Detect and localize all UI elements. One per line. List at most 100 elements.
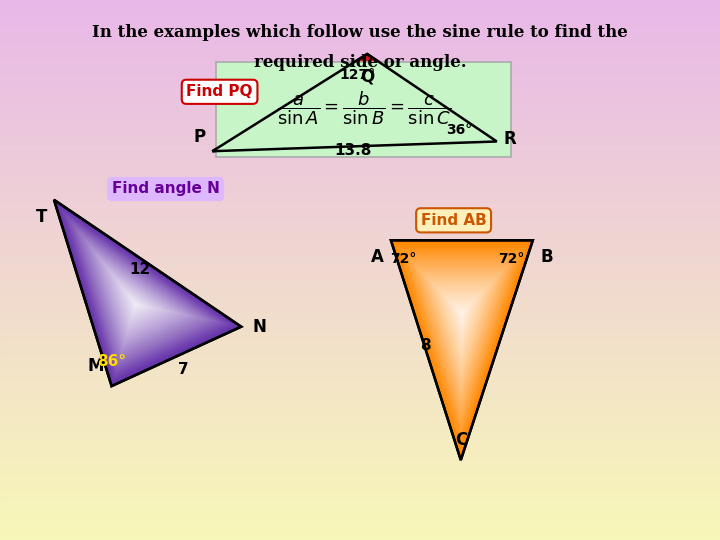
Bar — [0, 254, 720, 256]
Bar — [0, 308, 720, 310]
Bar — [0, 92, 720, 94]
Text: 13.8: 13.8 — [334, 143, 372, 158]
Polygon shape — [412, 262, 511, 416]
Bar — [0, 427, 720, 429]
Polygon shape — [54, 200, 241, 386]
Polygon shape — [391, 240, 533, 460]
Bar — [0, 5, 720, 8]
Bar — [0, 27, 720, 30]
Bar — [0, 8, 720, 11]
Polygon shape — [78, 231, 210, 362]
Text: 12: 12 — [130, 262, 151, 278]
Text: 127°: 127° — [340, 68, 376, 82]
Bar — [0, 200, 720, 202]
Bar — [0, 0, 720, 3]
Bar — [0, 124, 720, 127]
Bar — [0, 340, 720, 343]
Bar — [0, 270, 720, 273]
Bar — [0, 275, 720, 278]
Polygon shape — [242, 66, 469, 144]
Bar — [0, 338, 720, 340]
Polygon shape — [89, 245, 195, 350]
Text: N: N — [252, 318, 266, 336]
Bar — [0, 232, 720, 235]
Polygon shape — [334, 105, 382, 122]
Polygon shape — [111, 273, 167, 329]
Bar — [0, 35, 720, 38]
Bar — [0, 462, 720, 464]
Polygon shape — [320, 99, 395, 125]
Bar — [0, 359, 720, 362]
Bar — [0, 327, 720, 329]
Polygon shape — [459, 311, 464, 319]
Bar — [0, 227, 720, 229]
Polygon shape — [330, 103, 387, 123]
Bar — [0, 489, 720, 491]
Bar — [0, 313, 720, 316]
Polygon shape — [424, 274, 500, 392]
Bar — [0, 111, 720, 113]
Bar — [0, 410, 720, 413]
Text: required side or angle.: required side or angle. — [253, 54, 467, 71]
Bar — [0, 392, 720, 394]
Bar — [0, 54, 720, 57]
Bar — [0, 524, 720, 526]
Bar — [0, 373, 720, 375]
Bar — [0, 397, 720, 400]
Polygon shape — [57, 203, 238, 383]
Polygon shape — [396, 245, 528, 450]
Polygon shape — [300, 91, 414, 130]
Bar — [0, 221, 720, 224]
Bar — [0, 537, 720, 540]
Bar — [0, 170, 720, 173]
Bar — [0, 238, 720, 240]
Polygon shape — [310, 95, 405, 127]
Bar — [0, 521, 720, 524]
Polygon shape — [71, 221, 220, 370]
Polygon shape — [217, 56, 492, 150]
Bar — [0, 100, 720, 103]
Text: M: M — [88, 357, 104, 375]
Bar — [0, 294, 720, 297]
Polygon shape — [76, 228, 213, 364]
Bar — [0, 184, 720, 186]
Bar — [0, 265, 720, 267]
Bar — [0, 81, 720, 84]
Polygon shape — [417, 267, 507, 407]
Bar — [0, 243, 720, 246]
Bar — [0, 508, 720, 510]
Polygon shape — [431, 282, 492, 377]
Bar — [0, 202, 720, 205]
Bar — [0, 289, 720, 292]
Polygon shape — [354, 113, 364, 117]
Polygon shape — [419, 269, 504, 401]
Bar — [0, 176, 720, 178]
Bar — [0, 329, 720, 332]
Polygon shape — [349, 111, 368, 118]
Bar — [0, 159, 720, 162]
Bar — [0, 286, 720, 289]
Bar — [0, 284, 720, 286]
Bar — [0, 46, 720, 49]
Bar — [0, 470, 720, 472]
Bar — [0, 86, 720, 89]
Bar — [0, 251, 720, 254]
Text: R: R — [504, 130, 517, 148]
Text: 72°: 72° — [498, 252, 524, 266]
Polygon shape — [100, 259, 181, 340]
Polygon shape — [103, 262, 178, 337]
Polygon shape — [281, 83, 433, 134]
Polygon shape — [428, 279, 495, 382]
Bar — [0, 456, 720, 459]
Polygon shape — [97, 255, 185, 342]
Bar — [0, 259, 720, 262]
Text: Find angle N: Find angle N — [112, 181, 220, 197]
Polygon shape — [400, 250, 523, 441]
Bar — [0, 321, 720, 324]
Polygon shape — [393, 243, 531, 455]
Polygon shape — [421, 272, 502, 396]
Polygon shape — [438, 289, 485, 362]
Bar — [0, 40, 720, 43]
Bar — [0, 443, 720, 445]
Polygon shape — [127, 294, 146, 312]
